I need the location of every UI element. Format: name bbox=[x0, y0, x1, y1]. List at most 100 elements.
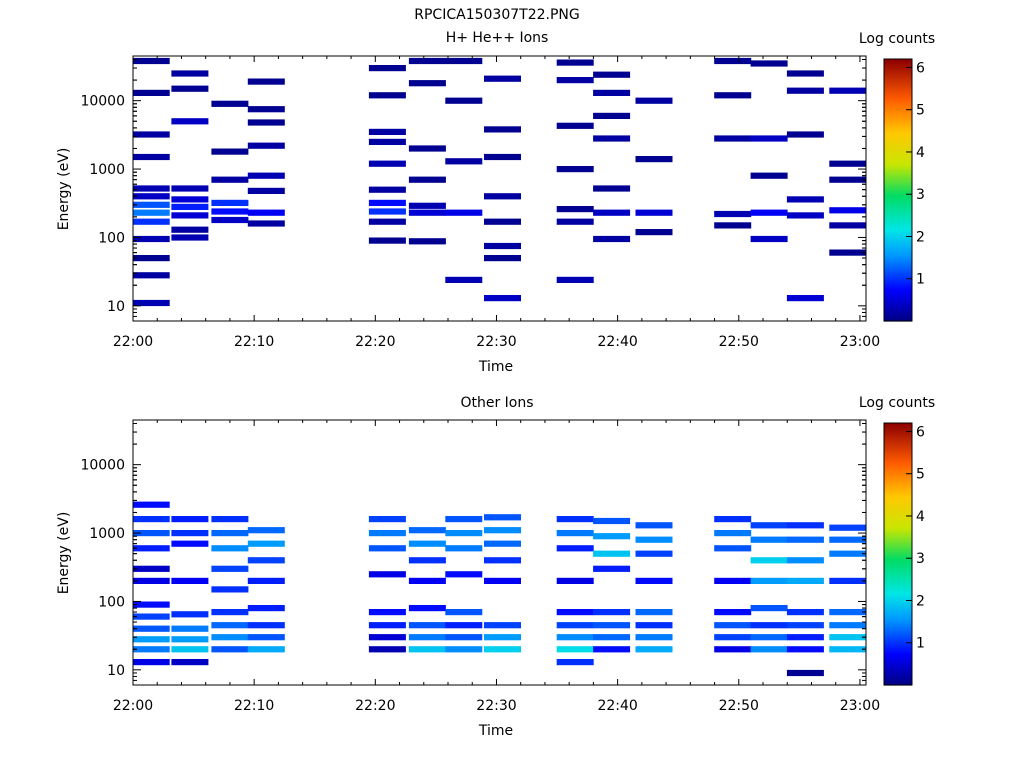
colorbar-segment bbox=[884, 606, 912, 610]
colorbar-segment bbox=[884, 595, 912, 599]
colorbar-segment bbox=[884, 505, 912, 509]
heatmap-cell bbox=[211, 148, 249, 155]
heatmap-cell bbox=[714, 622, 752, 629]
colorbar-segment bbox=[884, 176, 912, 180]
heatmap-cell bbox=[786, 646, 824, 653]
heatmap-cell bbox=[132, 530, 170, 537]
heatmap-cell bbox=[593, 622, 631, 629]
colorbar-segment bbox=[884, 532, 912, 535]
heatmap-cell bbox=[247, 634, 285, 641]
colorbar-segment bbox=[884, 682, 912, 686]
colorbar-segment bbox=[884, 314, 912, 318]
heatmap-cell bbox=[484, 75, 521, 82]
colorbar-segment bbox=[884, 462, 912, 466]
heatmap-cell bbox=[556, 622, 594, 629]
colorbar-tick-label: 5 bbox=[916, 103, 925, 119]
heatmap-cell bbox=[211, 100, 249, 107]
heatmap-cell bbox=[750, 522, 788, 529]
colorbar-segment bbox=[884, 460, 912, 463]
colorbar-segment bbox=[884, 564, 912, 568]
heatmap-cell bbox=[786, 634, 824, 641]
colorbar-segment bbox=[884, 617, 912, 621]
colorbar-segment bbox=[884, 155, 912, 158]
colorbar-segment bbox=[884, 281, 912, 285]
heatmap-cell bbox=[445, 276, 483, 283]
colorbar-segment bbox=[884, 582, 912, 586]
colorbar-segment bbox=[884, 275, 912, 278]
colorbar-segment bbox=[884, 144, 912, 147]
heatmap-cell bbox=[171, 185, 209, 192]
x-tick-label: 22:30 bbox=[476, 698, 516, 714]
colorbar-segment bbox=[884, 610, 912, 614]
colorbar-segment bbox=[884, 65, 912, 69]
heatmap-cell bbox=[211, 530, 249, 537]
heatmap-cell bbox=[829, 577, 867, 584]
heatmap-cell bbox=[829, 550, 867, 557]
colorbar-segment bbox=[884, 680, 912, 684]
colorbar-segment bbox=[884, 277, 912, 281]
colorbar-segment bbox=[884, 525, 912, 529]
colorbar-tick-label: 1 bbox=[916, 272, 925, 288]
heatmap-cell bbox=[247, 577, 285, 584]
colorbar-segment bbox=[884, 233, 912, 237]
colorbar-segment bbox=[884, 163, 912, 167]
heatmap-cell bbox=[714, 634, 752, 641]
heatmap-cell bbox=[445, 97, 483, 104]
colorbar-segment bbox=[884, 580, 912, 583]
heatmap-cell bbox=[445, 634, 483, 641]
heatmap-cell bbox=[714, 222, 752, 229]
colorbar-segment bbox=[884, 78, 912, 82]
heatmap-cell bbox=[408, 622, 446, 629]
colorbar-segment bbox=[884, 540, 912, 544]
colorbar-segment bbox=[884, 521, 912, 525]
heatmap-cell bbox=[368, 530, 406, 537]
heatmap-cell bbox=[714, 210, 752, 218]
heatmap-cell bbox=[829, 160, 867, 167]
colorbar-segment bbox=[884, 137, 912, 141]
colorbar-segment bbox=[884, 471, 912, 474]
colorbar-segment bbox=[884, 63, 912, 67]
colorbar-segment bbox=[884, 310, 912, 313]
heatmap-cell bbox=[786, 522, 824, 529]
colorbar-segment bbox=[884, 159, 912, 163]
colorbar-segment bbox=[884, 676, 912, 680]
heatmap-cell bbox=[368, 634, 406, 641]
heatmap-cell bbox=[132, 185, 170, 192]
heatmap-cell bbox=[635, 609, 673, 616]
colorbar-segment bbox=[884, 604, 912, 607]
colorbar-segment bbox=[884, 501, 912, 505]
colorbar-segment bbox=[884, 296, 912, 300]
heatmap-cell bbox=[132, 577, 170, 584]
heatmap-cell bbox=[484, 242, 521, 250]
colorbar-segment bbox=[884, 185, 912, 189]
y-tick-label: 1000 bbox=[89, 162, 125, 178]
colorbar-segment bbox=[884, 290, 912, 294]
colorbar-segment bbox=[884, 479, 912, 483]
colorbar-segment bbox=[884, 433, 912, 437]
heatmap-cell bbox=[635, 577, 673, 584]
colorbar-segment bbox=[884, 497, 912, 501]
colorbar-segment bbox=[884, 294, 912, 298]
heatmap-cell bbox=[408, 646, 446, 653]
colorbar-tick-label: 5 bbox=[916, 467, 925, 483]
colorbar-segment bbox=[884, 152, 912, 156]
colorbar-segment bbox=[884, 584, 912, 588]
x-tick-label: 23:00 bbox=[840, 698, 880, 714]
heatmap-cell bbox=[247, 622, 285, 629]
colorbar-segment bbox=[884, 187, 912, 191]
heatmap-cell bbox=[714, 545, 752, 552]
colorbar-segment bbox=[884, 634, 912, 638]
heatmap-cell bbox=[211, 609, 249, 616]
colorbar-frame bbox=[883, 422, 913, 686]
colorbar-segment bbox=[884, 146, 912, 150]
colorbar-segment bbox=[884, 468, 912, 472]
colorbar-segment bbox=[884, 211, 912, 215]
heatmap-cell bbox=[556, 122, 594, 129]
colorbar-segment bbox=[884, 678, 912, 682]
colorbar-segment bbox=[884, 643, 912, 647]
colorbar-segment bbox=[884, 124, 912, 128]
colorbar-segment bbox=[884, 67, 912, 71]
heatmap-cell bbox=[408, 145, 446, 152]
colorbar-segment bbox=[884, 473, 912, 476]
colorbar-segment bbox=[884, 203, 912, 206]
